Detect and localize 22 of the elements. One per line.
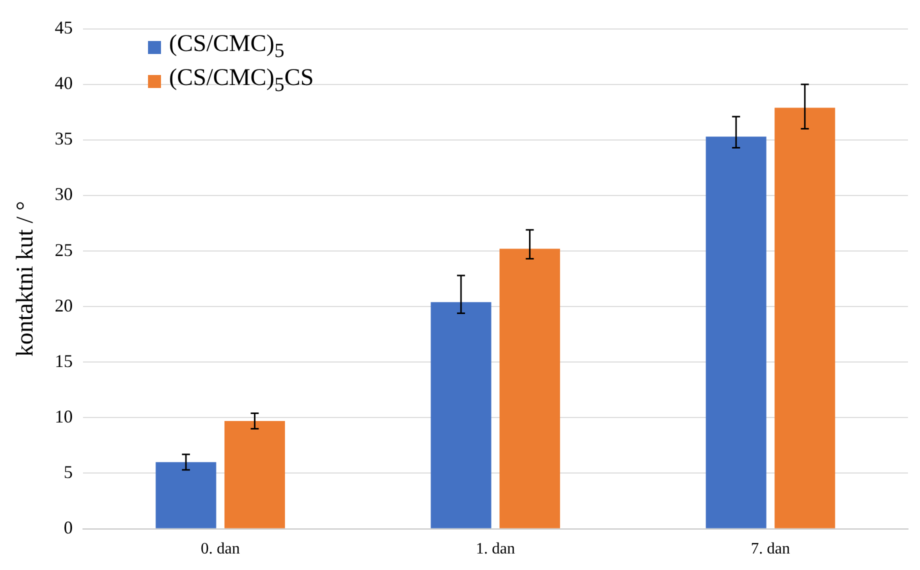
legend-label: (CS/CMC)$_{5}$	[169, 31, 284, 63]
x-tick-label: 7. dan	[750, 540, 790, 558]
x-tick-label: 0. dan	[200, 540, 240, 558]
y-tick-label: 0	[64, 518, 73, 538]
legend-label: (CS/CMC)$_{5}$CS	[169, 65, 314, 97]
y-tick-label: 20	[54, 295, 73, 316]
y-tick-label: 35	[54, 128, 73, 149]
y-tick-label: 5	[64, 462, 73, 482]
bar	[156, 462, 216, 528]
y-tick-label: 15	[54, 350, 73, 371]
bar	[224, 421, 285, 528]
bar	[430, 302, 492, 528]
y-tick-label: 30	[54, 184, 73, 204]
bar	[706, 136, 766, 528]
bar	[774, 108, 836, 528]
y-tick-label: 25	[54, 240, 73, 260]
y-tick-label: 10	[54, 406, 73, 426]
bar	[500, 248, 560, 528]
x-tick-label: 1. dan	[476, 540, 515, 558]
y-tick-label: 40	[54, 73, 73, 94]
y-tick-label: 45	[54, 18, 73, 38]
y-axis-title: kontaktni kut / °	[12, 201, 39, 357]
